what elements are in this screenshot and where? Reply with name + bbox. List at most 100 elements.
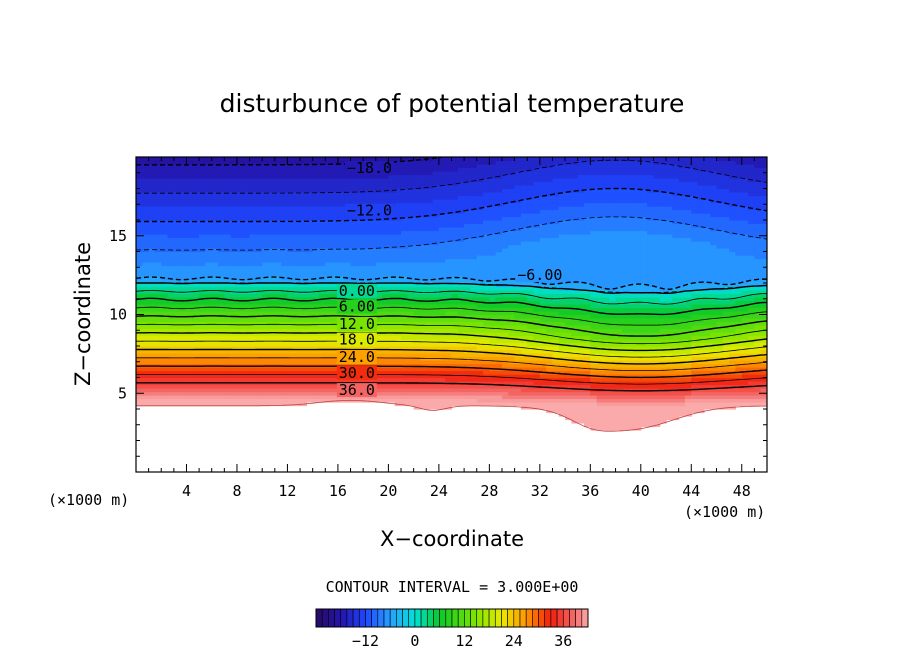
field-cell	[539, 293, 547, 298]
field-cell	[445, 265, 453, 270]
field-cell	[293, 195, 301, 200]
field-cell	[287, 157, 295, 162]
field-cell	[533, 227, 541, 232]
field-cell	[495, 370, 503, 375]
field-cell	[401, 164, 408, 169]
field-cell	[470, 188, 478, 193]
field-cell	[419, 209, 427, 214]
field-cell	[236, 255, 244, 260]
field-cell	[571, 276, 579, 281]
field-cell	[552, 202, 560, 207]
field-cell	[205, 307, 213, 312]
field-cell	[293, 388, 301, 393]
field-cell	[533, 353, 541, 358]
field-cell	[300, 167, 307, 172]
field-cell	[218, 199, 225, 204]
field-cell	[445, 255, 453, 260]
field-cell	[552, 405, 560, 410]
field-cell	[173, 377, 181, 382]
field-cell	[552, 304, 560, 309]
field-cell	[470, 181, 478, 186]
field-cell	[514, 374, 522, 379]
field-cell	[520, 230, 528, 235]
field-cell	[565, 290, 572, 295]
field-cell	[287, 300, 295, 305]
field-cell	[501, 328, 509, 333]
field-cell	[350, 248, 358, 253]
field-cell	[249, 374, 257, 379]
field-cell	[464, 216, 472, 221]
field-cell	[401, 230, 408, 235]
field-cell	[375, 391, 383, 396]
field-cell	[287, 171, 295, 176]
field-cell	[552, 227, 560, 232]
field-cell	[552, 237, 560, 242]
field-cell	[382, 300, 389, 305]
field-cell	[533, 262, 541, 267]
field-cell	[571, 157, 579, 162]
field-cell	[211, 216, 219, 221]
field-cell	[419, 230, 427, 235]
field-cell	[457, 391, 465, 396]
field-cell	[243, 164, 251, 169]
field-cell	[375, 269, 383, 274]
field-cell	[300, 370, 307, 375]
field-cell	[489, 388, 497, 393]
field-cell	[571, 370, 579, 375]
field-cell	[527, 304, 535, 309]
field-cell	[401, 311, 408, 316]
field-cell	[306, 234, 314, 239]
field-cell	[236, 325, 244, 330]
field-cell	[142, 328, 150, 333]
field-cell	[180, 164, 188, 169]
field-cell	[331, 353, 339, 358]
field-cell	[180, 283, 188, 288]
field-cell	[363, 185, 371, 190]
field-cell	[464, 311, 472, 316]
field-cell	[558, 374, 566, 379]
field-cell	[337, 234, 345, 239]
field-cell	[274, 374, 282, 379]
field-cell	[161, 234, 169, 239]
field-cell	[199, 223, 207, 228]
field-cell	[136, 209, 143, 214]
field-cell	[274, 234, 282, 239]
field-cell	[249, 237, 257, 242]
field-cell	[230, 202, 238, 207]
field-cell	[211, 325, 219, 330]
field-cell	[464, 178, 472, 183]
field-cell	[577, 374, 585, 379]
field-cell	[501, 304, 509, 309]
field-cell	[432, 202, 440, 207]
field-cell	[306, 346, 314, 351]
field-cell	[375, 290, 383, 295]
field-cell	[148, 195, 156, 200]
field-cell	[236, 311, 244, 316]
field-cell	[501, 388, 509, 393]
field-cell	[464, 181, 472, 186]
field-cell	[281, 349, 289, 354]
field-cell	[476, 216, 484, 221]
field-cell	[539, 262, 547, 267]
field-cell	[419, 384, 427, 389]
field-cell	[325, 342, 333, 347]
field-cell	[287, 398, 295, 403]
field-cell	[293, 234, 301, 239]
field-cell	[331, 304, 339, 309]
field-cell	[148, 384, 156, 389]
field-cell	[552, 248, 560, 253]
field-cell	[413, 328, 421, 333]
field-cell	[394, 272, 402, 277]
field-cell	[173, 164, 181, 169]
field-cell	[186, 353, 194, 358]
field-cell	[388, 178, 396, 183]
field-cell	[268, 199, 276, 204]
field-cell	[438, 370, 446, 375]
field-cell	[230, 230, 238, 235]
field-cell	[148, 265, 156, 270]
field-cell	[527, 307, 535, 312]
field-cell	[533, 244, 541, 249]
field-cell	[161, 216, 169, 221]
field-cell	[180, 370, 188, 375]
field-cell	[533, 171, 541, 176]
